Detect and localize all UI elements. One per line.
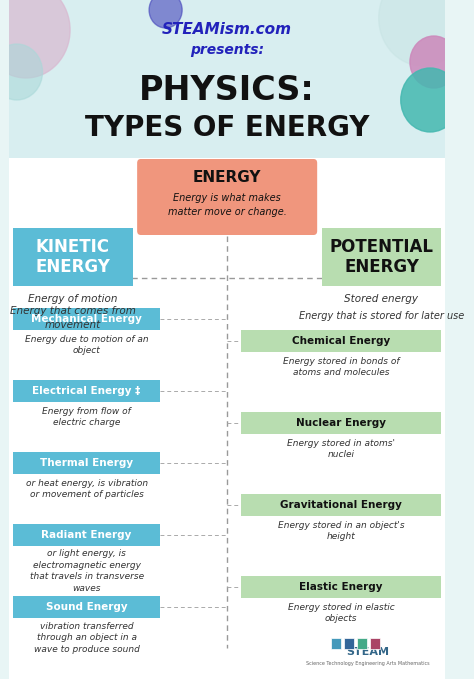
Text: Energy that is stored for later use: Energy that is stored for later use bbox=[299, 311, 464, 321]
Text: or heat energy, is vibration
or movement of particles: or heat energy, is vibration or movement… bbox=[26, 479, 148, 499]
Text: Energy that comes from
movement: Energy that comes from movement bbox=[10, 306, 136, 329]
FancyBboxPatch shape bbox=[241, 412, 441, 434]
FancyBboxPatch shape bbox=[9, 0, 445, 158]
FancyBboxPatch shape bbox=[370, 638, 380, 649]
Text: Thermal Energy: Thermal Energy bbox=[40, 458, 133, 468]
Text: Energy from flow of
electric charge: Energy from flow of electric charge bbox=[42, 407, 131, 427]
Circle shape bbox=[0, 0, 70, 78]
Circle shape bbox=[0, 44, 43, 100]
FancyBboxPatch shape bbox=[13, 228, 133, 286]
Text: Electrical Energy ‡: Electrical Energy ‡ bbox=[33, 386, 141, 396]
FancyBboxPatch shape bbox=[137, 159, 317, 235]
Text: Nuclear Energy: Nuclear Energy bbox=[296, 418, 386, 428]
FancyBboxPatch shape bbox=[356, 638, 367, 649]
FancyBboxPatch shape bbox=[241, 576, 441, 598]
Text: Chemical Energy: Chemical Energy bbox=[292, 336, 390, 346]
Circle shape bbox=[149, 0, 182, 28]
Text: Sound Energy: Sound Energy bbox=[46, 602, 128, 612]
FancyBboxPatch shape bbox=[331, 638, 341, 649]
FancyBboxPatch shape bbox=[13, 524, 160, 546]
Text: vibration transferred
through an object in a
wave to produce sound: vibration transferred through an object … bbox=[34, 622, 139, 654]
Text: or light energy, is
electromagnetic energy
that travels in transverse
waves: or light energy, is electromagnetic ener… bbox=[29, 549, 144, 593]
Text: ENERGY: ENERGY bbox=[193, 170, 261, 185]
FancyBboxPatch shape bbox=[13, 380, 160, 402]
Text: Energy stored in an object's
height: Energy stored in an object's height bbox=[278, 521, 404, 541]
Text: TYPES OF ENERGY: TYPES OF ENERGY bbox=[85, 114, 369, 142]
Text: PHYSICS:: PHYSICS: bbox=[139, 73, 315, 107]
Text: Elastic Energy: Elastic Energy bbox=[299, 582, 383, 592]
Text: Stored energy: Stored energy bbox=[345, 294, 419, 304]
Circle shape bbox=[401, 68, 460, 132]
Circle shape bbox=[410, 36, 458, 88]
Text: Mechanical Energy: Mechanical Energy bbox=[31, 314, 142, 324]
Text: STEAMism.com: STEAMism.com bbox=[162, 22, 292, 37]
Text: Energy is what makes
matter move or change.: Energy is what makes matter move or chan… bbox=[168, 193, 287, 217]
FancyBboxPatch shape bbox=[241, 330, 441, 352]
Text: Energy due to motion of an
object: Energy due to motion of an object bbox=[25, 335, 148, 355]
FancyBboxPatch shape bbox=[344, 638, 354, 649]
Text: STEAM: STEAM bbox=[346, 647, 389, 657]
Circle shape bbox=[379, 0, 467, 66]
FancyBboxPatch shape bbox=[241, 494, 441, 516]
Text: Science Technology Engineering Arts Mathematics: Science Technology Engineering Arts Math… bbox=[306, 661, 429, 665]
Text: KINETIC
ENERGY: KINETIC ENERGY bbox=[36, 238, 110, 276]
Text: Energy stored in bonds of
atoms and molecules: Energy stored in bonds of atoms and mole… bbox=[283, 356, 399, 378]
FancyBboxPatch shape bbox=[9, 158, 445, 679]
FancyBboxPatch shape bbox=[322, 228, 441, 286]
Text: presents:: presents: bbox=[190, 43, 264, 57]
Text: Radiant Energy: Radiant Energy bbox=[41, 530, 132, 540]
FancyBboxPatch shape bbox=[13, 308, 160, 330]
Text: Energy of motion: Energy of motion bbox=[28, 294, 118, 304]
FancyBboxPatch shape bbox=[13, 596, 160, 618]
Text: Gravitational Energy: Gravitational Energy bbox=[280, 500, 402, 510]
Text: POTENTIAL
ENERGY: POTENTIAL ENERGY bbox=[329, 238, 433, 276]
Text: Energy stored in elastic
objects: Energy stored in elastic objects bbox=[288, 603, 394, 623]
Text: Energy stored in atoms'
nuclei: Energy stored in atoms' nuclei bbox=[287, 439, 395, 459]
FancyBboxPatch shape bbox=[13, 452, 160, 474]
